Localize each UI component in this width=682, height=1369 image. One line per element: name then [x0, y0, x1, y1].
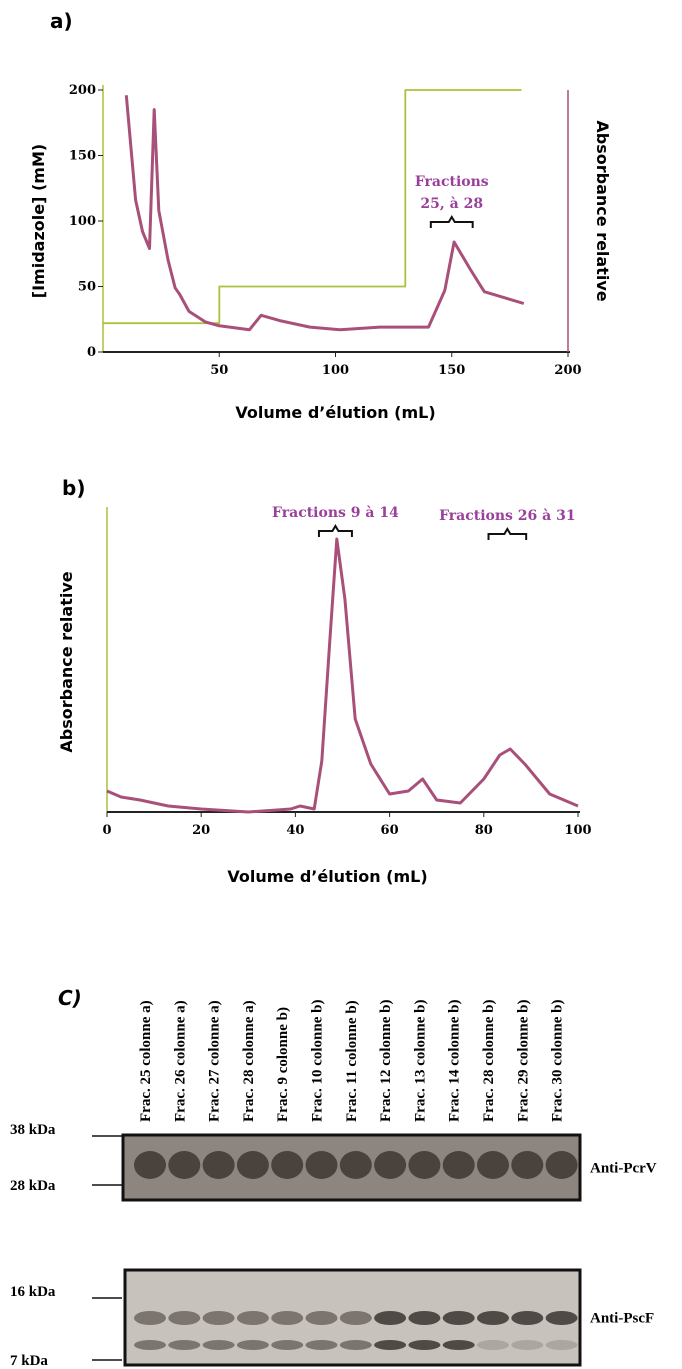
- lane-label: Frac. 28 colonne a): [241, 1000, 257, 1122]
- band: [202, 1311, 235, 1325]
- band: [305, 1151, 338, 1179]
- band: [236, 1311, 269, 1325]
- lane-label: Frac. 10 colonne b): [310, 1000, 326, 1122]
- band: [442, 1311, 475, 1325]
- band: [408, 1340, 441, 1350]
- band: [442, 1340, 475, 1350]
- x-tick-label: 100: [564, 823, 591, 838]
- panel-label: a): [50, 9, 73, 33]
- series-line: [124, 95, 525, 332]
- antibody-label: Anti-PcrV: [590, 1161, 657, 1177]
- x-axis-label: Volume d’élution (mL): [235, 403, 435, 422]
- x-tick-label: 100: [322, 363, 349, 378]
- marker-label: 7 kDa: [10, 1353, 48, 1369]
- panel-label: C): [58, 986, 82, 1010]
- x-tick-label: 200: [554, 363, 581, 378]
- band: [442, 1151, 475, 1179]
- band: [305, 1340, 338, 1350]
- x-tick-label: 150: [438, 363, 465, 378]
- y-tick-label: 150: [69, 149, 96, 164]
- y-axis-label: Absorbance relative: [57, 571, 76, 752]
- x-tick-label: 80: [475, 823, 493, 838]
- band: [271, 1151, 304, 1179]
- y-tick-label: 0: [87, 345, 96, 360]
- y-tick-label: 100: [69, 214, 96, 229]
- annotation: Fractions 26 à 31: [439, 508, 576, 524]
- band: [408, 1311, 441, 1325]
- bracket: [429, 215, 474, 228]
- bracket: [317, 524, 353, 537]
- band: [134, 1340, 166, 1350]
- lane-label: Frac. 11 colonne b): [344, 1000, 360, 1122]
- band: [511, 1340, 544, 1350]
- x-tick-label: 0: [102, 823, 111, 838]
- band: [168, 1151, 201, 1179]
- lane-label: Frac. 27 colonne a): [207, 1000, 223, 1122]
- band: [477, 1311, 509, 1325]
- x-axis-label: Volume d’élution (mL): [227, 867, 427, 886]
- band: [545, 1311, 578, 1325]
- band: [374, 1151, 407, 1179]
- y-tick-label: 200: [69, 83, 96, 98]
- panel-label: b): [62, 476, 85, 500]
- band: [374, 1340, 407, 1350]
- band: [477, 1151, 509, 1179]
- marker-label: 28 kDa: [10, 1178, 56, 1194]
- marker-label: 38 kDa: [10, 1122, 56, 1138]
- band: [305, 1311, 338, 1325]
- band: [134, 1311, 166, 1325]
- x-tick-label: 50: [210, 363, 228, 378]
- x-tick-label: 60: [381, 823, 399, 838]
- lane-label: Frac. 28 colonne b): [481, 1000, 497, 1122]
- lane-label: Frac. 26 colonne a): [172, 1000, 188, 1122]
- antibody-label: Anti-PscF: [590, 1311, 654, 1327]
- band: [339, 1340, 372, 1350]
- band: [271, 1340, 304, 1350]
- lane-label: Frac. 9 colonne b): [275, 1007, 291, 1122]
- y2-axis-label: Absorbance relative: [593, 120, 612, 301]
- band: [408, 1151, 441, 1179]
- series-line: [103, 89, 522, 325]
- band: [545, 1151, 578, 1179]
- lane-label: Frac. 25 colonne a): [138, 1000, 154, 1122]
- band: [339, 1311, 372, 1325]
- band: [236, 1340, 269, 1350]
- band: [236, 1151, 269, 1179]
- x-tick-label: 20: [192, 823, 210, 838]
- lane-label: Frac. 14 colonne b): [447, 1000, 463, 1122]
- band: [374, 1311, 407, 1325]
- band: [134, 1151, 166, 1179]
- annotation: Fractions: [415, 174, 489, 190]
- annotation: 25, à 28: [420, 196, 483, 212]
- band: [477, 1340, 509, 1350]
- band: [511, 1311, 544, 1325]
- band: [545, 1340, 578, 1350]
- band: [202, 1340, 235, 1350]
- x-tick-label: 40: [286, 823, 304, 838]
- annotation: Fractions 9 à 14: [272, 505, 399, 521]
- band: [168, 1340, 201, 1350]
- lane-label: Frac. 30 colonne b): [550, 1000, 566, 1122]
- band: [511, 1151, 544, 1179]
- marker-label: 16 kDa: [10, 1284, 56, 1300]
- bracket: [487, 527, 528, 540]
- band: [271, 1311, 304, 1325]
- y-tick-label: 50: [78, 280, 96, 295]
- band: [168, 1311, 201, 1325]
- lane-label: Frac. 13 colonne b): [412, 1000, 428, 1122]
- band: [202, 1151, 235, 1179]
- lane-label: Frac. 29 colonne b): [515, 1000, 531, 1122]
- band: [339, 1151, 372, 1179]
- lane-label: Frac. 12 colonne b): [378, 1000, 394, 1122]
- series-line: [106, 537, 579, 814]
- y-axis-label: [Imidazole] (mM): [29, 144, 48, 298]
